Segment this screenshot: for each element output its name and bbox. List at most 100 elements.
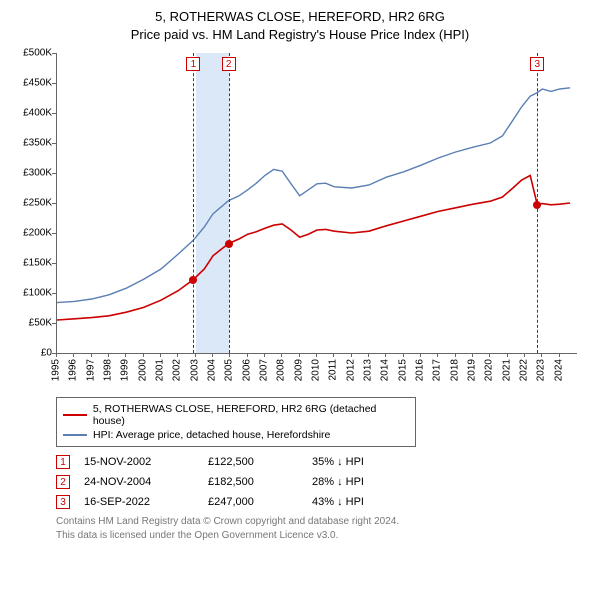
x-tick-mark — [333, 353, 334, 357]
footer-attribution: Contains HM Land Registry data © Crown c… — [56, 515, 586, 542]
event-vline — [193, 53, 194, 353]
y-tick-label: £0 — [14, 348, 52, 359]
event-flag: 2 — [222, 57, 236, 71]
x-tick-mark — [489, 353, 490, 357]
x-tick-mark — [108, 353, 109, 357]
y-tick-label: £200K — [14, 228, 52, 239]
event-row: 316-SEP-2022£247,00043% ↓ HPI — [56, 495, 586, 509]
legend-item: 5, ROTHERWAS CLOSE, HEREFORD, HR2 6RG (d… — [63, 402, 409, 428]
x-tick-mark — [177, 353, 178, 357]
x-tick-label: 2020 — [484, 359, 495, 381]
event-index-box: 2 — [56, 475, 70, 489]
x-tick-mark — [195, 353, 196, 357]
event-price: £182,500 — [208, 476, 298, 488]
y-tick-label: £50K — [14, 318, 52, 329]
y-tick-label: £350K — [14, 138, 52, 149]
x-tick-mark — [212, 353, 213, 357]
x-tick-label: 2009 — [293, 359, 304, 381]
event-delta: 43% ↓ HPI — [312, 496, 422, 508]
event-marker — [189, 276, 197, 284]
chart-title: 5, ROTHERWAS CLOSE, HEREFORD, HR2 6RG Pr… — [14, 8, 586, 43]
series-hpi — [57, 88, 570, 303]
series-lines — [57, 53, 577, 353]
x-tick-label: 2010 — [311, 359, 322, 381]
x-tick-mark — [316, 353, 317, 357]
x-tick-label: 2013 — [363, 359, 374, 381]
event-marker — [533, 201, 541, 209]
chart: £0 £50K £100K £150K £200K £250K £300K £350K £400… — [14, 49, 586, 393]
x-tick-label: 2004 — [207, 359, 218, 381]
x-tick-mark — [403, 353, 404, 357]
x-tick-label: 2002 — [172, 359, 183, 381]
plot-area: 1 2 3 — [56, 53, 577, 354]
x-tick-mark — [437, 353, 438, 357]
x-tick-label: 2019 — [467, 359, 478, 381]
x-tick-label: 2007 — [259, 359, 270, 381]
event-index-box: 1 — [56, 455, 70, 469]
y-tick-label: £300K — [14, 168, 52, 179]
event-flag: 1 — [186, 57, 200, 71]
footer-line-2: This data is licensed under the Open Gov… — [56, 529, 586, 543]
x-tick-label: 2018 — [449, 359, 460, 381]
x-tick-label: 2021 — [501, 359, 512, 381]
x-tick-mark — [368, 353, 369, 357]
title-line-2: Price paid vs. HM Land Registry's House … — [14, 26, 586, 44]
x-tick-label: 1997 — [85, 359, 96, 381]
y-tick-label: £150K — [14, 258, 52, 269]
event-row: 2 24-NOV-2004 £182,500 28% ↓ HPI — [56, 475, 586, 489]
event-delta: 28% ↓ HPI — [312, 476, 422, 488]
x-tick-label: 2015 — [397, 359, 408, 381]
x-tick-label: 2012 — [345, 359, 356, 381]
y-tick-label: £100K — [14, 288, 52, 299]
x-tick-mark — [385, 353, 386, 357]
x-tick-label: 1998 — [103, 359, 114, 381]
x-tick-label: 2014 — [380, 359, 391, 381]
x-tick-mark — [351, 353, 352, 357]
x-tick-mark — [229, 353, 230, 357]
x-tick-label: 2017 — [432, 359, 443, 381]
event-price: £122,500 — [208, 456, 298, 468]
x-tick-mark — [143, 353, 144, 357]
event-index-box: 3 — [56, 495, 70, 509]
legend-swatch — [63, 414, 87, 416]
legend-item: HPI: Average price, detached house, Here… — [63, 428, 409, 442]
x-tick-mark — [420, 353, 421, 357]
y-tick-label: £500K — [14, 48, 52, 59]
x-tick-label: 2006 — [241, 359, 252, 381]
x-tick-mark — [281, 353, 282, 357]
x-tick-mark — [247, 353, 248, 357]
event-date: 24-NOV-2004 — [84, 476, 194, 488]
event-flag: 3 — [530, 57, 544, 71]
x-tick-label: 2011 — [328, 359, 339, 381]
x-tick-label: 1999 — [120, 359, 131, 381]
x-tick-label: 2023 — [536, 359, 547, 381]
legend-label: HPI: Average price, detached house, Here… — [93, 429, 330, 441]
chart-page: 5, ROTHERWAS CLOSE, HEREFORD, HR2 6RG Pr… — [0, 0, 600, 590]
legend-swatch — [63, 434, 87, 436]
x-tick-label: 2001 — [155, 359, 166, 381]
x-tick-label: 2003 — [189, 359, 200, 381]
x-tick-label: 2022 — [519, 359, 530, 381]
x-tick-label: 1996 — [68, 359, 79, 381]
event-price: £247,000 — [208, 496, 298, 508]
x-tick-label: 2000 — [137, 359, 148, 381]
x-tick-label: 2008 — [276, 359, 287, 381]
x-tick-label: 1995 — [51, 359, 62, 381]
event-vline — [229, 53, 230, 353]
event-delta: 35% ↓ HPI — [312, 456, 422, 468]
x-tick-mark — [73, 353, 74, 357]
x-tick-mark — [125, 353, 126, 357]
y-tick-label: £400K — [14, 108, 52, 119]
x-tick-label: 2016 — [415, 359, 426, 381]
legend: 5, ROTHERWAS CLOSE, HEREFORD, HR2 6RG (d… — [56, 397, 416, 447]
x-tick-mark — [264, 353, 265, 357]
x-tick-mark — [524, 353, 525, 357]
footer-line-1: Contains HM Land Registry data © Crown c… — [56, 515, 586, 529]
x-tick-mark — [472, 353, 473, 357]
x-tick-mark — [507, 353, 508, 357]
title-line-1: 5, ROTHERWAS CLOSE, HEREFORD, HR2 6RG — [14, 8, 586, 26]
y-tick-label: £250K — [14, 198, 52, 209]
x-tick-label: 2024 — [553, 359, 564, 381]
event-row: 115-NOV-2002£122,50035% ↓ HPI — [56, 455, 586, 469]
event-marker — [225, 240, 233, 248]
